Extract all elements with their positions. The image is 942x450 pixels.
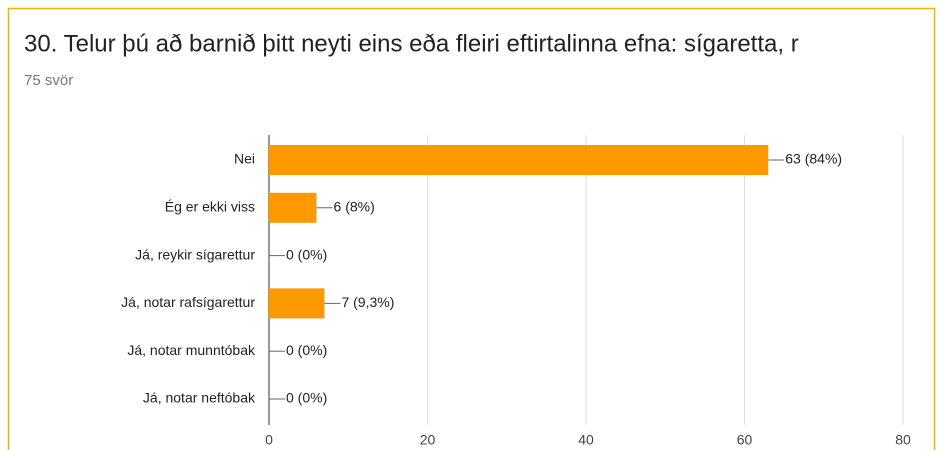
y-tick-label: Nei [234,151,255,167]
y-tick-label: Já, reykir sígarettur [135,246,255,262]
value-label: 0 (0%) [286,246,327,262]
value-label: 63 (84%) [785,151,842,167]
x-tick-label: 80 [895,432,911,448]
x-tick-label: 20 [420,432,436,448]
value-label: 7 (9,3%) [341,294,394,310]
y-tick-label: Ég er ekki viss [165,199,255,215]
x-tick-label: 40 [578,432,594,448]
y-tick-label: Já, notar neftóbak [143,390,256,406]
x-tick-label: 60 [737,432,753,448]
card-border [7,7,936,450]
y-tick-label: Já, notar rafsígarettur [121,294,255,310]
chart-title: 30. Telur þú að barnið þitt neyti eins e… [24,30,799,57]
value-label: 6 (8%) [334,199,375,215]
x-tick-label: 0 [265,432,273,448]
value-label: 0 (0%) [286,390,327,406]
value-label: 0 (0%) [286,342,327,358]
chart-subtitle: 75 svör [24,72,73,89]
bar [269,145,769,175]
y-tick-label: Já, notar munntóbak [127,342,256,358]
bar [269,192,317,223]
bar [269,288,325,319]
